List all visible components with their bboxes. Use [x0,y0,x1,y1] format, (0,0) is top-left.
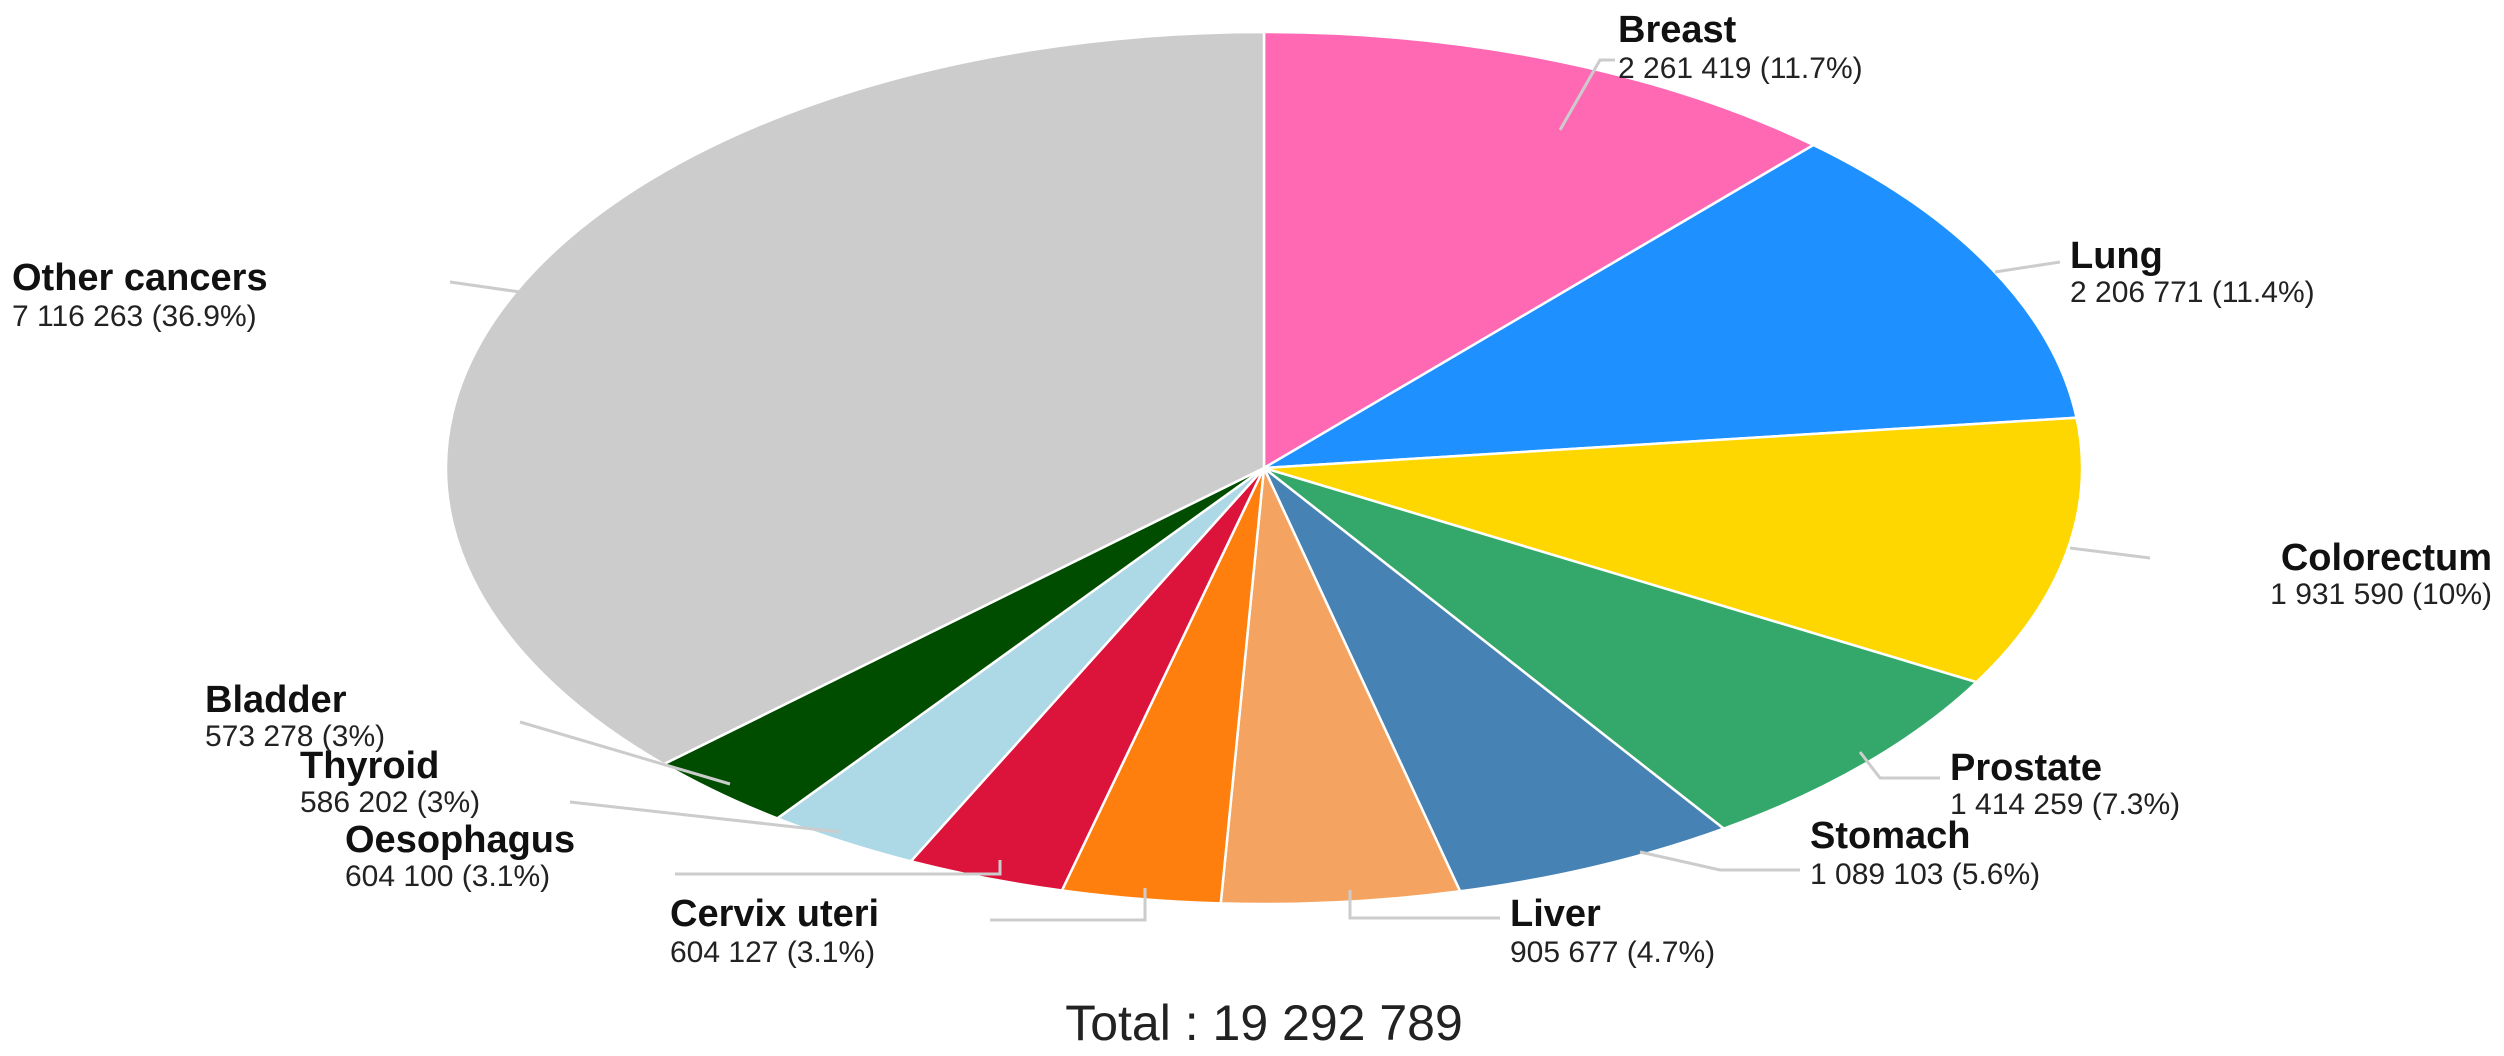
leader-line-colorectum [2069,546,2151,560]
slice-label-thyroid: Thyroid [300,745,439,787]
slice-label-bladder: Bladder [205,679,347,721]
slice-value-liver: 905 677 (4.7%) [1510,936,1715,969]
slice-stomach[interactable] [1262,467,1727,893]
slice-label-stomach: Stomach [1810,815,1970,857]
leader-line-prostate [1858,751,1940,780]
slice-label-colorectum: Colorectum [2281,537,2492,579]
slice-label-other-cancers: Other cancers [12,257,268,299]
slice-colorectum[interactable] [1263,416,2084,684]
slice-value-colorectum: 1 931 590 (10%) [2270,578,2492,611]
slice-label-liver: Liver [1510,893,1601,935]
slice-value-thyroid: 586 202 (3%) [300,786,480,819]
slice-value-oesophagus: 604 100 (3.1%) [345,860,550,893]
leader-line-liver [1348,890,1500,920]
leader-line-breast [1558,58,1615,131]
total-label: Total : 19 292 789 [1065,995,1463,1051]
slice-label-lung: Lung [2070,235,2163,277]
leader-line-other-cancers [449,280,521,294]
label-leader-lines [449,58,2151,922]
pie-slices [444,30,2084,906]
slice-value-prostate: 1 414 259 (7.3%) [1950,788,2180,821]
slice-lung[interactable] [1263,143,2079,470]
slice-value-cervix-uteri: 604 127 (3.1%) [670,936,875,969]
slice-value-lung: 2 206 771 (11.4%) [2070,276,2315,309]
leader-line-bladder [519,720,731,786]
slice-liver[interactable] [1219,463,1462,906]
slice-label-cervix-uteri: Cervix uteri [670,893,879,935]
slice-value-breast: 2 261 419 (11.7%) [1618,52,1863,85]
leader-line-oesophagus [675,860,1002,876]
slice-other-cancers[interactable] [444,30,1266,766]
slice-value-bladder: 573 278 (3%) [205,720,385,753]
slice-label-prostate: Prostate [1950,747,2102,789]
leader-line-cervix-uteri [990,888,1147,922]
leader-line-stomach [1639,850,1800,872]
leader-line-lung [1994,260,2061,274]
slice-prostate[interactable] [1263,466,1979,831]
slice-breast[interactable] [1262,30,1817,471]
slice-value-other-cancers: 7 116 263 (36.9%) [12,300,257,333]
slice-value-stomach: 1 089 103 (5.6%) [1810,858,2040,891]
slice-label-breast: Breast [1618,9,1737,51]
leader-line-thyroid [569,800,841,834]
slice-label-oesophagus: Oesophagus [345,819,575,861]
